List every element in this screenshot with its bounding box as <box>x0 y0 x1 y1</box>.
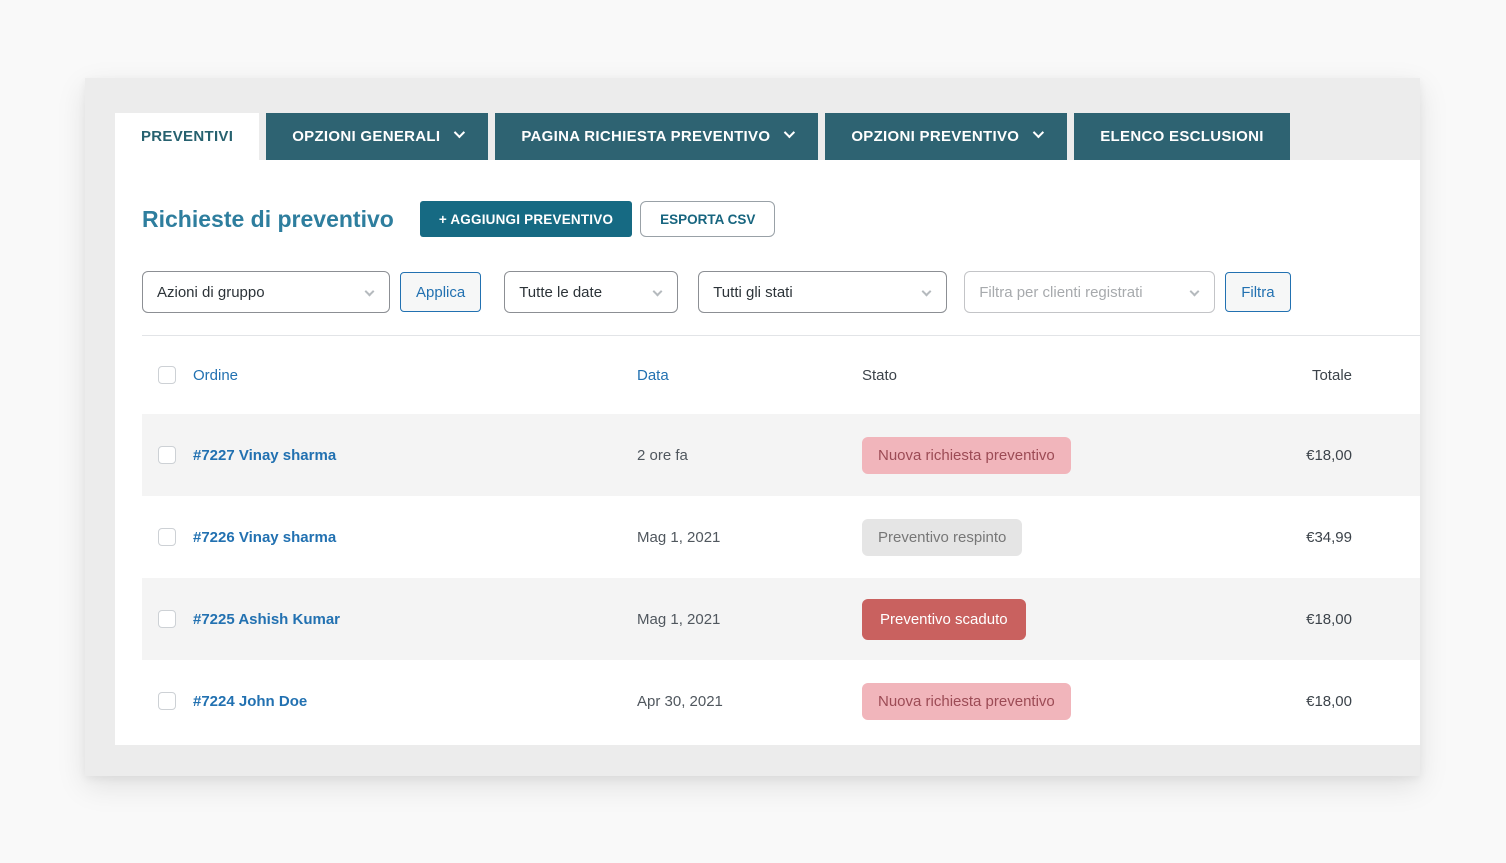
tab-label: ELENCO ESCLUSIONI <box>1100 128 1264 145</box>
order-link[interactable]: #7227 Vinay sharma <box>193 446 337 464</box>
order-total: €34,99 <box>1306 528 1352 546</box>
column-header-stato: Stato <box>862 366 898 384</box>
order-link[interactable]: #7224 John Doe <box>193 692 308 710</box>
quotes-table: Ordine Data Stato Totale #7227 Vinay sha… <box>142 335 1420 742</box>
select-all-checkbox[interactable] <box>158 366 176 384</box>
order-link[interactable]: #7226 Vinay sharma <box>193 528 337 546</box>
order-total: €18,00 <box>1306 446 1352 464</box>
row-checkbox[interactable] <box>158 446 176 464</box>
chevron-down-icon <box>454 126 466 139</box>
status-cell: Nuova richiesta preventivo <box>862 436 1301 474</box>
bulk-actions-value: Azioni di gruppo <box>157 283 265 301</box>
status-cell: Preventivo scaduto <box>862 598 1301 640</box>
add-quote-button[interactable]: + AGGIUNGI PREVENTIVO <box>419 201 633 237</box>
order-date: Apr 30, 2021 <box>637 692 723 710</box>
order-date: Mag 1, 2021 <box>637 610 721 628</box>
status-badge: Nuova richiesta preventivo <box>862 436 1071 474</box>
tab-label: OPZIONI PREVENTIVO <box>851 128 1020 145</box>
row-checkbox-cell <box>142 528 193 546</box>
tab-preventivi[interactable]: PREVENTIVI <box>115 113 260 160</box>
status-filter-value: Tutti gli stati <box>713 283 793 301</box>
tab-label: PAGINA RICHIESTA PREVENTIVO <box>521 128 771 145</box>
row-checkbox-cell <box>142 610 193 628</box>
content-panel: Richieste di preventivo + AGGIUNGI PREVE… <box>115 160 1420 745</box>
apply-button[interactable]: Applica <box>400 272 482 312</box>
order-total: €18,00 <box>1306 610 1352 628</box>
toolbar: Richieste di preventivo + AGGIUNGI PREVE… <box>115 160 1420 237</box>
table-row: #7225 Ashish Kumar Mag 1, 2021 Preventiv… <box>142 578 1420 660</box>
export-csv-button[interactable]: ESPORTA CSV <box>640 201 776 237</box>
column-header-totale[interactable]: Totale <box>1311 366 1352 384</box>
status-badge: Preventivo respinto <box>862 518 1023 556</box>
tab-pagina-richiesta-preventivo[interactable]: PAGINA RICHIESTA PREVENTIVO <box>495 113 819 160</box>
order-date: Mag 1, 2021 <box>637 528 721 546</box>
chevron-down-icon <box>364 286 375 297</box>
tab-bar: PREVENTIVI OPZIONI GENERALI PAGINA RICHI… <box>115 113 1420 160</box>
order-date: 2 ore fa <box>637 446 688 464</box>
status-filter-select[interactable]: Tutti gli stati <box>698 271 948 313</box>
row-checkbox-cell <box>142 446 193 464</box>
customer-filter-select[interactable]: Filtra per clienti registrati <box>964 271 1216 313</box>
customer-filter-placeholder: Filtra per clienti registrati <box>979 283 1143 301</box>
tab-label: PREVENTIVI <box>141 128 234 145</box>
tab-label: OPZIONI GENERALI <box>292 128 441 145</box>
chevron-down-icon <box>921 286 932 297</box>
column-header-ordine[interactable]: Ordine <box>193 366 239 384</box>
row-checkbox-cell <box>142 692 193 710</box>
date-filter-value: Tutte le date <box>519 283 603 301</box>
filters-bar: Azioni di gruppo Applica Tutte le date T… <box>142 271 1420 313</box>
table-header: Ordine Data Stato Totale <box>142 336 1420 414</box>
table-row: #7226 Vinay sharma Mag 1, 2021 Preventiv… <box>142 496 1420 578</box>
row-checkbox[interactable] <box>158 610 176 628</box>
order-link[interactable]: #7225 Ashish Kumar <box>193 610 341 628</box>
row-checkbox[interactable] <box>158 692 176 710</box>
column-header-data[interactable]: Data <box>637 366 669 384</box>
page-title: Richieste di preventivo <box>142 205 394 232</box>
status-cell: Nuova richiesta preventivo <box>862 682 1301 720</box>
header-checkbox-cell <box>142 366 193 384</box>
settings-card: PREVENTIVI OPZIONI GENERALI PAGINA RICHI… <box>85 78 1420 776</box>
filter-button[interactable]: Filtra <box>1225 272 1291 312</box>
tab-elenco-esclusioni[interactable]: ELENCO ESCLUSIONI <box>1074 113 1290 160</box>
tab-opzioni-preventivo[interactable]: OPZIONI PREVENTIVO <box>825 113 1068 160</box>
status-cell: Preventivo respinto <box>862 518 1301 556</box>
status-badge: Preventivo scaduto <box>862 598 1026 640</box>
chevron-down-icon <box>1189 286 1200 297</box>
chevron-down-icon <box>784 126 796 139</box>
date-filter-select[interactable]: Tutte le date <box>504 271 679 313</box>
status-badge: Nuova richiesta preventivo <box>862 682 1071 720</box>
tab-opzioni-generali[interactable]: OPZIONI GENERALI <box>266 113 489 160</box>
bulk-actions-select[interactable]: Azioni di gruppo <box>142 271 390 313</box>
chevron-down-icon <box>652 286 663 297</box>
table-row: #7227 Vinay sharma 2 ore fa Nuova richie… <box>142 414 1420 496</box>
table-row: #7224 John Doe Apr 30, 2021 Nuova richie… <box>142 660 1420 742</box>
row-checkbox[interactable] <box>158 528 176 546</box>
order-total: €18,00 <box>1306 692 1352 710</box>
chevron-down-icon <box>1033 126 1045 139</box>
